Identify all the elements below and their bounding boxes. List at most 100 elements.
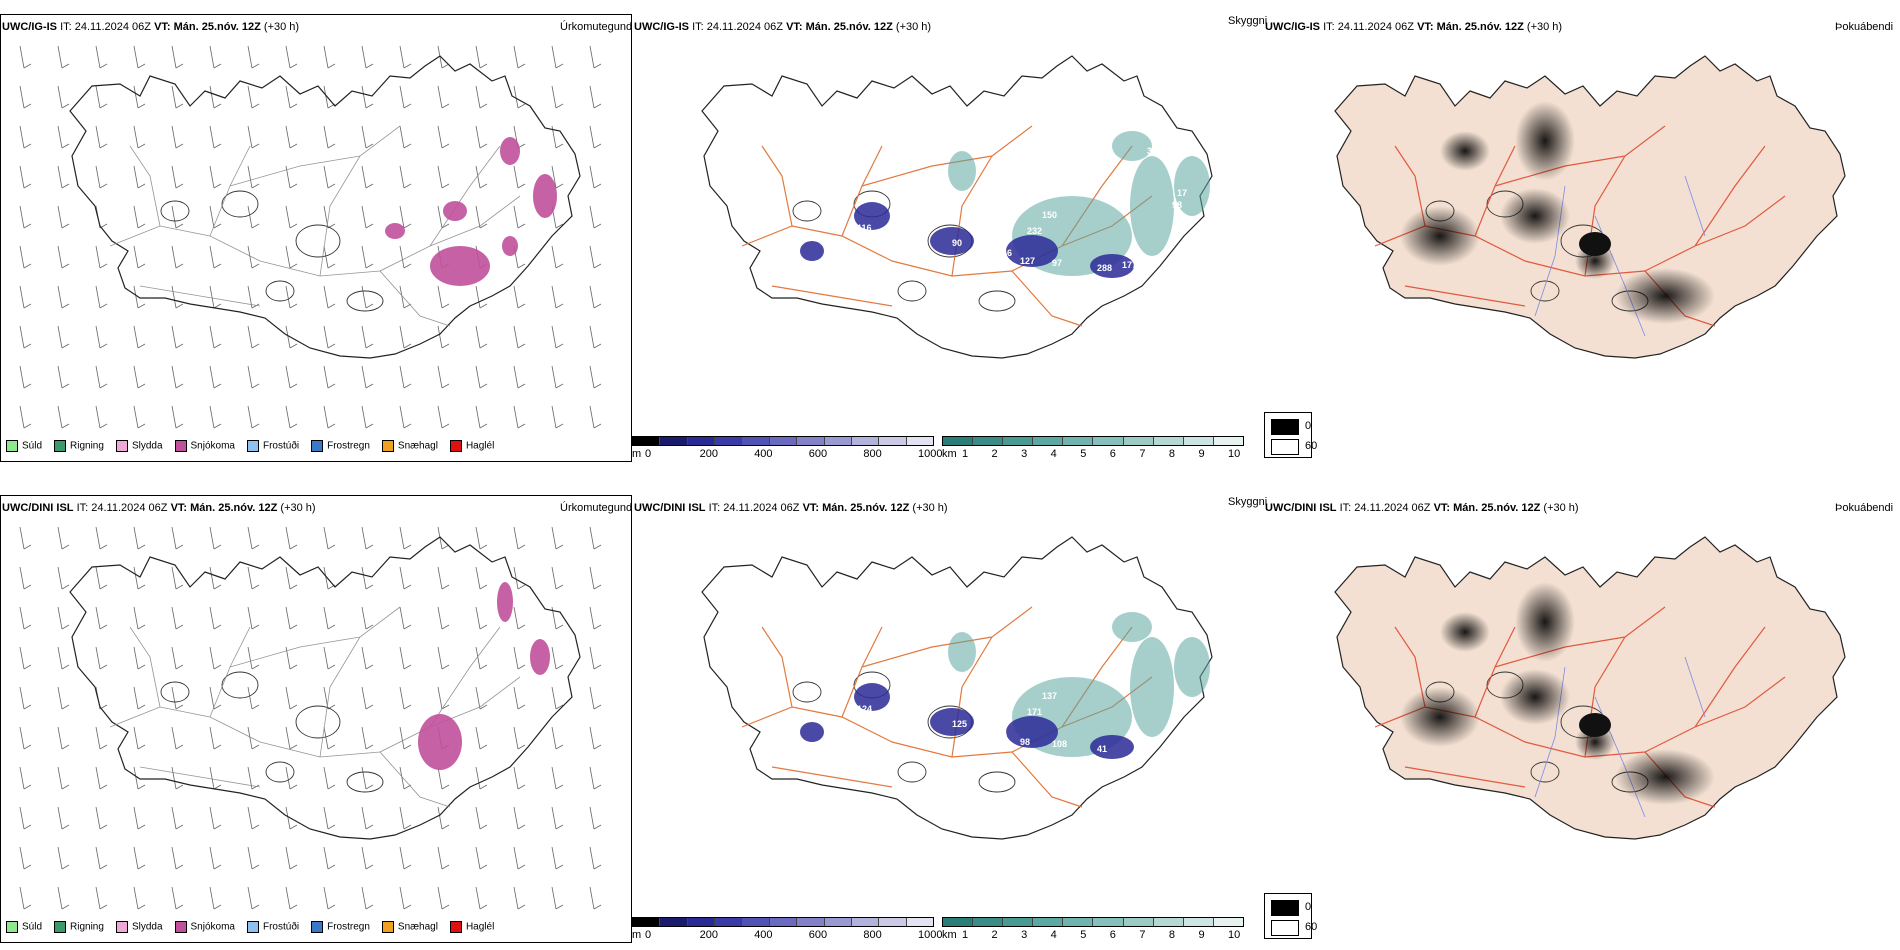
snowfall-area [385,223,405,239]
wind-barb [475,325,488,349]
wind-barb [209,566,222,590]
wind-barb [437,125,450,149]
wind-barb [437,285,450,309]
wind-barb [171,365,184,389]
iceland-map-fog [1334,55,1846,359]
legend-item: Haglél [449,921,494,933]
wind-barb [247,365,260,389]
wind-barb [133,165,146,189]
wind-barb [323,526,336,550]
wind-barb [57,325,70,349]
colorbar-cell [715,437,743,445]
wind-barb [19,806,32,830]
colorbar-cell [769,437,798,445]
wind-barb [133,125,146,149]
legend-item: Frostúði [246,440,299,452]
glacier-outline [160,681,190,703]
visibility-value-label: 41 [1097,744,1107,754]
iceland-coastline [701,536,1213,840]
colorbar-cell [742,437,770,445]
wind-barb [57,365,70,389]
cloud-base-area [1006,235,1058,267]
colorbar-tick-label: 9 [1198,929,1205,941]
wind-barb [399,686,412,710]
cloud-base-area [930,708,974,736]
it-label: IT: [60,21,72,33]
colorbar-tick-label: 400 [754,929,773,941]
glacier-outline [792,681,822,703]
colorbar-tick-label: 6 [1109,929,1116,941]
colorbar-cell [851,918,880,926]
wind-barb [399,125,412,149]
colorbar-cell [1033,437,1064,445]
wind-barb [399,325,412,349]
wind-barb [285,886,298,910]
wind-barb [95,526,108,550]
wind-barb [19,165,32,189]
colorbar-tick-label: 10 [1228,929,1241,941]
wind-barb [589,886,602,910]
snowfall-area [418,714,462,770]
wind-barb [551,285,564,309]
colorbar-cell [687,437,716,445]
wind-barb [95,806,108,830]
colorbar-unit: m [632,929,642,941]
snowfall-area [533,174,557,218]
wind-barb [247,85,260,109]
wind-barb [285,45,298,69]
wind-barb [57,646,70,670]
cloud-base-area [1090,254,1134,278]
wind-barb [19,566,32,590]
it-value: 24.11.2024 06Z [1337,21,1414,33]
lead-time: (+30 h) [1543,502,1579,514]
wind-barb [19,365,32,389]
legend-swatch [311,921,324,933]
wind-barb [437,165,450,189]
vt-value: Mán. 25.nóv. 12Z [173,21,261,33]
snowfall-area [500,137,520,165]
low-visibility-area [1174,637,1210,697]
colorbar-cell [973,437,1004,445]
wind-barb [589,526,602,550]
vt-value: Mán. 25.nóv. 12Z [1436,21,1524,33]
wind-barb [589,45,602,69]
colorbar-cell [687,918,716,926]
fog-scale-top-label: 0 [1305,901,1312,913]
colorbar-cell [1093,918,1124,926]
colorbar-cell [973,918,1004,926]
wind-barb [133,566,146,590]
wind-barb [513,205,526,229]
wind-barb [133,285,146,309]
wind-barb [19,886,32,910]
colorbar-tick-label: 5 [1080,929,1087,941]
fog-indicator-area [1500,669,1570,725]
fog-indicator-area [1615,749,1715,805]
panel-header: UWC/DINI ISL IT: 24.11.2024 06Z VT: Mán.… [634,502,948,514]
wind-barb [95,165,108,189]
colorbar-cell [1153,918,1184,926]
wind-barb [475,526,488,550]
fog-indicator-area [1500,188,1570,244]
legend-item: Slydda [115,440,163,452]
precip-legend: Súld Rigning Slydda Snjókoma Frostúði Frostre… [6,921,494,933]
colorbar-tick-label: 5 [1080,448,1087,460]
wind-barb [475,125,488,149]
vt-label: VT: [170,502,188,514]
visibility-value-label: 133 [797,260,812,270]
wind-barb [437,566,450,590]
wind-barb [437,526,450,550]
colorbar-cell [797,918,825,926]
wind-barb [285,365,298,389]
colorbar-cell [943,437,974,445]
it-value: 24.11.2024 06Z [74,21,151,33]
wind-barb [133,886,146,910]
wind-barb [57,205,70,229]
wind-barb [323,726,336,750]
colorbar-tick-label: 7 [1139,448,1146,460]
wind-barb [57,886,70,910]
wind-barb [513,806,526,830]
colorbar-tick-label: 10 [1228,448,1241,460]
wind-barb [399,566,412,590]
panel-header: UWC/DINI ISL IT: 24.11.2024 06Z VT: Mán.… [1265,502,1579,514]
wind-barb [589,686,602,710]
